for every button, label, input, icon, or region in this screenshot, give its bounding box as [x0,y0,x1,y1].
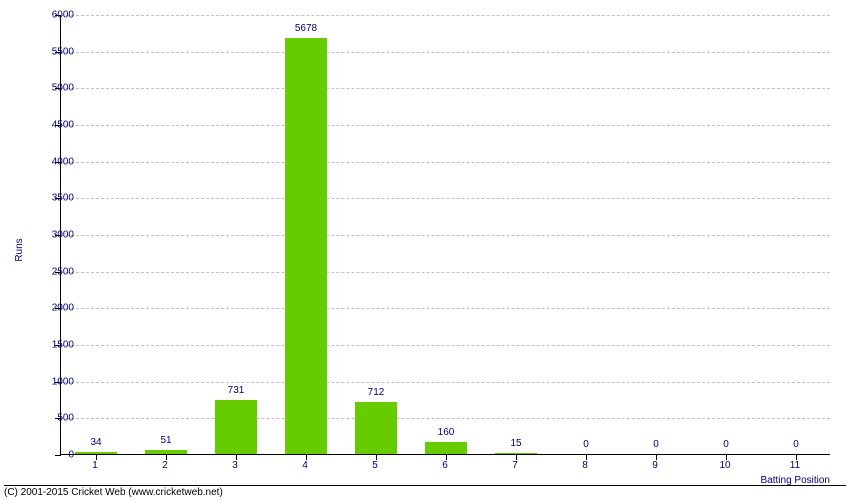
y-tick-label: 5500 [52,46,74,57]
copyright-text: (C) 2001-2015 Cricket Web (www.cricketwe… [4,485,846,498]
bar [215,400,257,454]
gridline-h [61,308,830,309]
gridline-h [61,162,830,163]
bar-value-label: 0 [653,439,659,450]
y-tick-label: 3500 [52,193,74,204]
chart-container: 34517315678712160150000 Runs Batting Pos… [0,0,850,500]
gridline-h [61,125,830,126]
bar-value-label: 0 [723,439,729,450]
bar-value-label: 34 [90,437,101,448]
gridline-h [61,418,830,419]
x-tick-label: 7 [512,460,518,471]
x-tick-label: 11 [790,460,800,471]
y-tick-label: 4500 [52,120,74,131]
y-tick-label: 1000 [52,376,74,387]
gridline-h [61,88,830,89]
gridline-h [61,235,830,236]
gridline-h [61,345,830,346]
x-tick-label: 9 [652,460,658,471]
bar-value-label: 160 [438,427,455,438]
y-tick-label: 3000 [52,230,74,241]
y-tick-label: 1500 [52,340,74,351]
bar-value-label: 51 [160,435,171,446]
y-tick-label: 500 [57,413,74,424]
y-tick-label: 2000 [52,303,74,314]
gridline-h [61,272,830,273]
y-tick [55,455,61,456]
x-tick-label: 6 [442,460,448,471]
x-tick-label: 4 [302,460,308,471]
x-tick-label: 5 [372,460,378,471]
y-tick-label: 4000 [52,156,74,167]
y-tick-label: 0 [68,450,74,461]
gridline-h [61,15,830,16]
y-tick-label: 6000 [52,10,74,21]
bar [425,442,467,454]
x-tick-label: 10 [719,460,730,471]
bar-value-label: 0 [793,439,799,450]
bar-value-label: 15 [510,438,521,449]
y-axis-label: Runs [14,238,25,261]
x-tick-label: 3 [232,460,238,471]
bar-value-label: 712 [368,387,385,398]
bar-value-label: 731 [228,385,245,396]
plot-area: 34 51 731 5678 712 160 15 0 0 0 0 [60,15,830,455]
x-tick-label: 8 [582,460,588,471]
bar [355,402,397,454]
bar-value-label: 0 [583,439,589,450]
x-tick-label: 2 [162,460,168,471]
bar [285,38,327,454]
y-tick-label: 2500 [52,266,74,277]
gridline-h [61,198,830,199]
gridline-h [61,52,830,53]
y-tick-label: 5000 [52,83,74,94]
gridline-h [61,382,830,383]
x-tick-label: 1 [92,460,98,471]
bar-value-label: 5678 [295,23,317,34]
